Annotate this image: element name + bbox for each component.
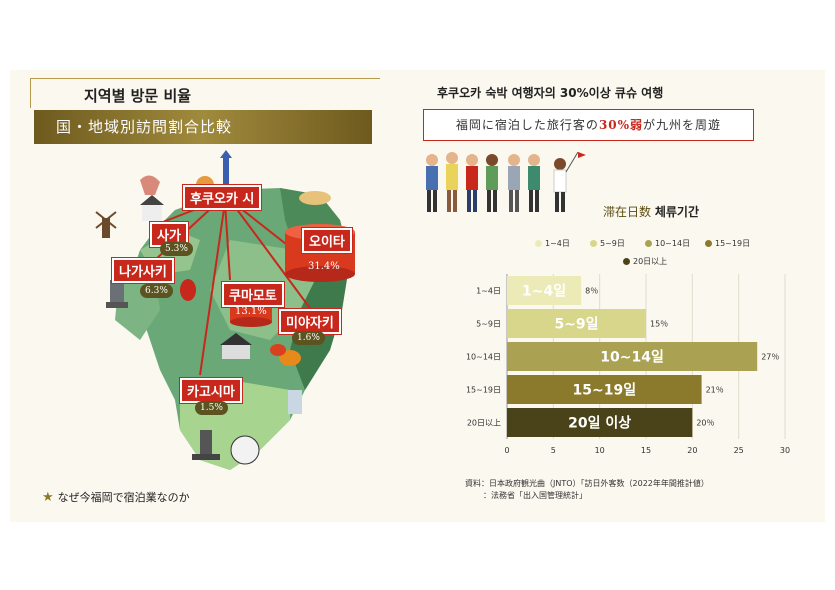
left-title-korean: 지역별 방문 비율 bbox=[84, 87, 192, 105]
legend-swatch-5 bbox=[623, 258, 630, 265]
region-pct-kumamoto: 13.1% bbox=[235, 306, 267, 317]
left-title-japanese: 国・地域別訪問割合比較 bbox=[34, 110, 372, 144]
waterfall-icon bbox=[288, 390, 302, 414]
chart-subtitle-jp: 滞在日数 bbox=[603, 205, 652, 219]
source-line-1: 資料：日本政府観光曲（JNTO）「訪日外客数（2022年年間推計値） bbox=[465, 479, 709, 488]
source-note: 資料：日本政府観光曲（JNTO）「訪日外客数（2022年年間推計値） ：法務省「… bbox=[465, 478, 709, 502]
legend-label-5: 20日以上 bbox=[633, 257, 668, 266]
bar-3 bbox=[507, 342, 758, 371]
summary-banner: 福岡に宿泊した旅行客の30%弱が九州を周遊 bbox=[423, 109, 754, 141]
bar-label-5: 20일 이상 bbox=[568, 415, 631, 432]
castle-icon bbox=[140, 195, 164, 221]
chart-subtitle-ko: 체류기간 bbox=[654, 205, 700, 219]
left-footnote: ★ なぜ今福岡で宿泊業なのか bbox=[42, 489, 190, 505]
legend-item-2: 5~9日 bbox=[590, 238, 625, 249]
x-tick-label-2: 10 bbox=[595, 446, 605, 455]
legend-swatch-3 bbox=[645, 240, 652, 247]
x-tick-label-3: 15 bbox=[641, 446, 651, 455]
legend-item-4: 15~19日 bbox=[705, 238, 750, 249]
samurai-statue-icon bbox=[192, 430, 220, 460]
banner-text-post: が九州を周遊 bbox=[643, 118, 722, 132]
banner-text-highlight: 30%弱 bbox=[598, 118, 644, 132]
legend-label-3: 10~14日 bbox=[655, 239, 691, 248]
bar-4 bbox=[507, 375, 702, 404]
statue-icon bbox=[106, 280, 128, 308]
region-pct-oita: 31.4% bbox=[308, 261, 340, 272]
x-tick-label-5: 25 bbox=[734, 446, 744, 455]
legend-label-1: 1~4日 bbox=[545, 239, 570, 248]
x-tick-label-6: 30 bbox=[780, 446, 790, 455]
lantern-icon bbox=[180, 279, 196, 301]
region-label-fukuoka: 후쿠오카 시 bbox=[183, 185, 262, 210]
chart-subtitle: 滞在日数 체류기간 bbox=[603, 203, 699, 220]
region-label-nagasaki: 나가사키 bbox=[112, 258, 174, 283]
legend-item-3: 10~14日 bbox=[645, 238, 690, 249]
legend-swatch-1 bbox=[535, 240, 542, 247]
y-tick-label-4: 15~19日 bbox=[466, 386, 501, 395]
bar-label-2: 5~9일 bbox=[554, 317, 598, 333]
y-tick-label-2: 5~9日 bbox=[476, 320, 501, 329]
title-rule-vertical bbox=[30, 78, 31, 108]
legend-swatch-2 bbox=[590, 240, 597, 247]
legend-item-5: 20日以上 bbox=[623, 256, 667, 267]
region-pct-saga: 5.3% bbox=[160, 242, 193, 256]
region-label-kagoshima: 카고시마 bbox=[180, 378, 242, 403]
region-label-oita: 오이타 bbox=[302, 228, 352, 253]
stay-duration-bar-chart: 0 5 10 15 20 25 30 1~4日 1~4일 8％ 5~9日 5~9일 15％ 10~14日 1… bbox=[466, 274, 790, 455]
squid-icon bbox=[140, 175, 160, 195]
data-label-2: 15％ bbox=[650, 320, 668, 329]
kumamoto-castle-icon bbox=[220, 333, 252, 359]
bar-5 bbox=[507, 408, 693, 437]
source-line-2: ：法務省「出入国管理統計」 bbox=[483, 491, 587, 500]
data-label-5: 20％ bbox=[696, 419, 714, 428]
bar-label-1: 1~4일 bbox=[522, 284, 566, 300]
bar-2 bbox=[507, 309, 646, 338]
travelers-illustration bbox=[426, 151, 586, 212]
mango-icon bbox=[270, 344, 301, 366]
right-title: 후쿠오카 숙박 여행자의 30%이상 큐슈 여행 bbox=[437, 86, 664, 100]
left-footnote-text: なぜ今福岡で宿泊業なのか bbox=[57, 491, 190, 504]
star-icon: ★ bbox=[42, 490, 54, 505]
bar-label-4: 15~19일 bbox=[573, 383, 637, 399]
x-tick-label-0: 0 bbox=[504, 446, 509, 455]
windmill-icon bbox=[95, 211, 117, 238]
legend-swatch-4 bbox=[705, 240, 712, 247]
legend-label-2: 5~9日 bbox=[600, 239, 625, 248]
region-pct-kagoshima: 1.5% bbox=[195, 401, 228, 415]
y-tick-label-5: 20日以上 bbox=[467, 419, 501, 428]
region-pct-nagasaki: 6.3% bbox=[140, 284, 173, 298]
data-label-4: 21％ bbox=[706, 386, 724, 395]
title-rule bbox=[30, 78, 380, 79]
banner-text-pre: 福岡に宿泊した旅行客の bbox=[455, 118, 599, 132]
region-label-kumamoto: 쿠마모토 bbox=[222, 282, 284, 307]
food-icon bbox=[299, 191, 331, 205]
y-tick-label-3: 10~14日 bbox=[466, 353, 501, 362]
x-tick-label-4: 20 bbox=[687, 446, 697, 455]
region-pct-miyazaki: 1.6% bbox=[292, 331, 325, 345]
legend-label-4: 15~19日 bbox=[715, 239, 751, 248]
data-label-3: 27％ bbox=[761, 353, 779, 362]
tower-icon bbox=[220, 150, 232, 195]
region-label-miyazaki: 미야자키 bbox=[279, 309, 341, 334]
bar-label-3: 10~14일 bbox=[600, 350, 664, 366]
y-tick-label-1: 1~4日 bbox=[476, 287, 501, 296]
legend-item-1: 1~4日 bbox=[535, 238, 570, 249]
onsen-icon bbox=[230, 435, 260, 465]
bar-1 bbox=[507, 276, 582, 305]
data-label-1: 8％ bbox=[585, 287, 598, 296]
x-tick-label-1: 5 bbox=[551, 446, 556, 455]
